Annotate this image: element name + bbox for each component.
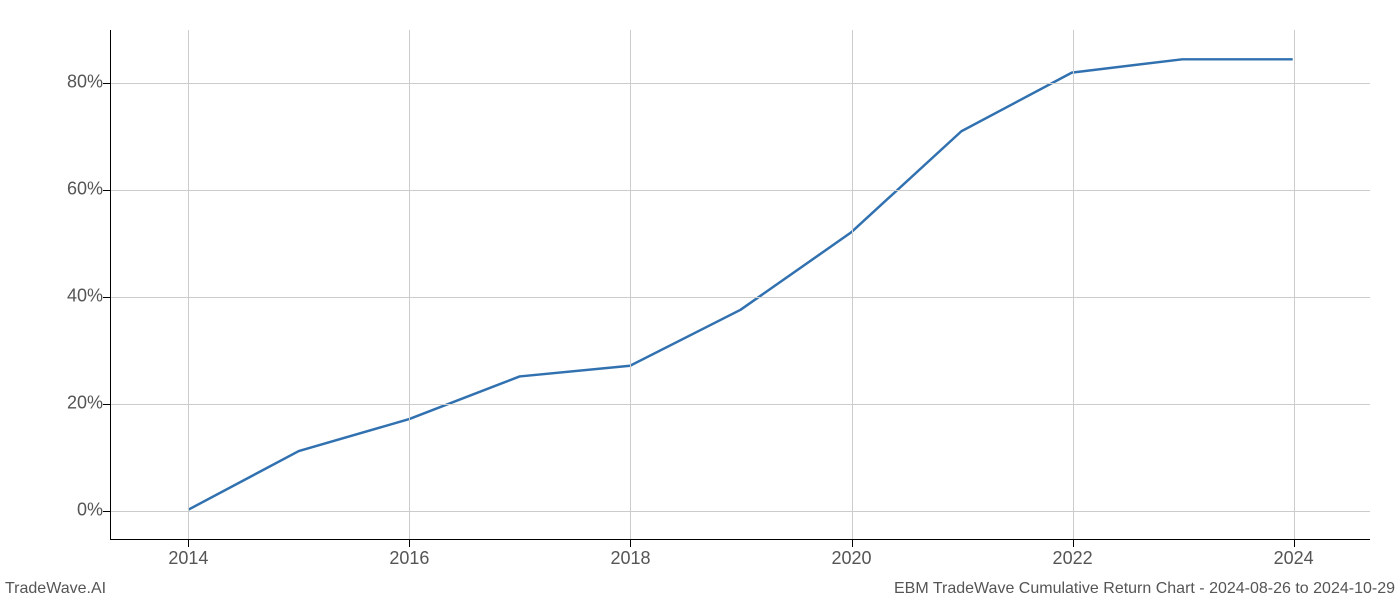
return-line bbox=[188, 59, 1292, 509]
x-tick bbox=[1073, 539, 1074, 547]
gridline-horizontal bbox=[111, 83, 1370, 84]
y-tick-label: 0% bbox=[53, 499, 103, 520]
gridline-vertical bbox=[630, 30, 631, 539]
y-tick-label: 20% bbox=[53, 392, 103, 413]
x-tick-label: 2024 bbox=[1274, 548, 1314, 569]
x-tick-label: 2018 bbox=[610, 548, 650, 569]
x-tick bbox=[852, 539, 853, 547]
gridline-vertical bbox=[1294, 30, 1295, 539]
y-tick bbox=[103, 190, 111, 191]
gridline-vertical bbox=[409, 30, 410, 539]
x-tick-label: 2016 bbox=[389, 548, 429, 569]
gridline-horizontal bbox=[111, 404, 1370, 405]
gridline-horizontal bbox=[111, 297, 1370, 298]
y-tick bbox=[103, 83, 111, 84]
x-tick bbox=[188, 539, 189, 547]
chart-area: 2014201620182020202220240%20%40%60%80% bbox=[110, 30, 1370, 540]
y-tick-label: 60% bbox=[53, 179, 103, 200]
y-tick bbox=[103, 511, 111, 512]
gridline-horizontal bbox=[111, 190, 1370, 191]
gridline-vertical bbox=[852, 30, 853, 539]
gridline-vertical bbox=[188, 30, 189, 539]
line-series bbox=[111, 30, 1370, 539]
x-tick bbox=[409, 539, 410, 547]
y-tick-label: 40% bbox=[53, 286, 103, 307]
plot-area: 2014201620182020202220240%20%40%60%80% bbox=[110, 30, 1370, 540]
gridline-horizontal bbox=[111, 511, 1370, 512]
footer-left-label: TradeWave.AI bbox=[5, 580, 106, 598]
x-tick-label: 2014 bbox=[168, 548, 208, 569]
y-tick-label: 80% bbox=[53, 72, 103, 93]
gridline-vertical bbox=[1073, 30, 1074, 539]
x-tick bbox=[630, 539, 631, 547]
footer-right-label: EBM TradeWave Cumulative Return Chart - … bbox=[894, 580, 1395, 598]
x-tick-label: 2022 bbox=[1053, 548, 1093, 569]
x-tick bbox=[1294, 539, 1295, 547]
y-tick bbox=[103, 297, 111, 298]
x-tick-label: 2020 bbox=[831, 548, 871, 569]
y-tick bbox=[103, 404, 111, 405]
